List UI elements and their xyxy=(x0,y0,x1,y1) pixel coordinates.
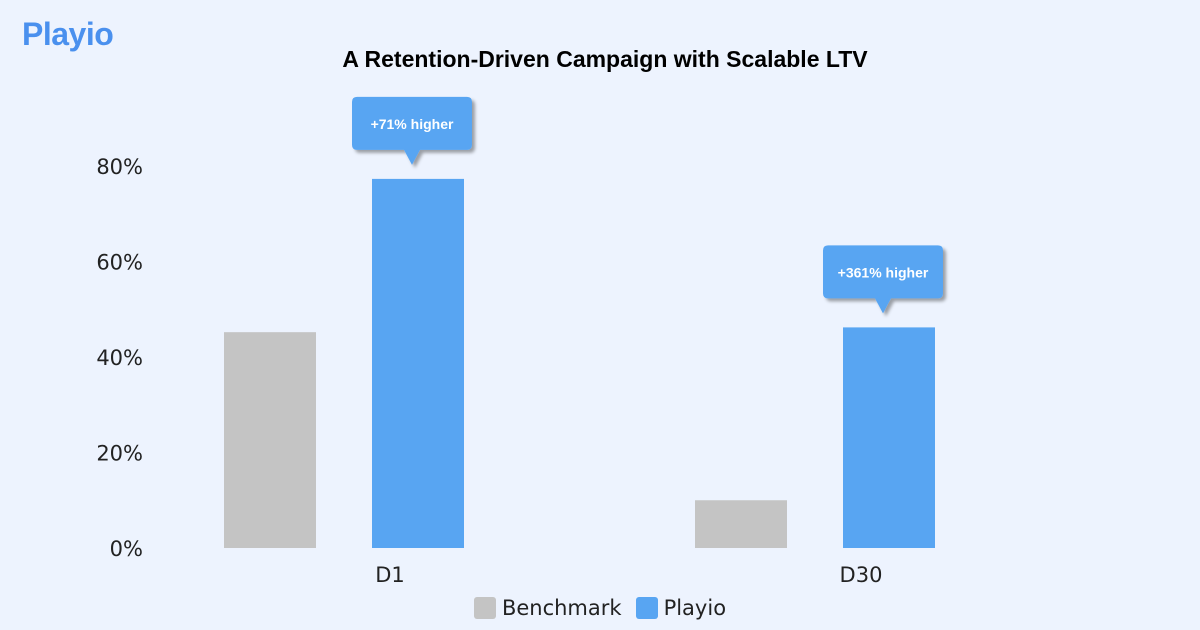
legend-item-benchmark[interactable]: Benchmark xyxy=(473,596,622,620)
legend-label: Benchmark xyxy=(501,596,622,620)
callout-text: +71% higher xyxy=(371,116,454,132)
y-tick-label: 60% xyxy=(96,251,143,275)
bar-benchmark-d1 xyxy=(224,332,316,548)
callout-text: +361% higher xyxy=(838,264,929,280)
y-tick-label: 40% xyxy=(96,346,143,370)
x-tick-label: D1 xyxy=(375,563,405,587)
chart-title: A Retention-Driven Campaign with Scalabl… xyxy=(342,46,868,72)
callout-bubble xyxy=(352,96,472,165)
bar-playio-d1 xyxy=(372,178,464,548)
legend-label: Playio xyxy=(663,596,727,620)
bar-benchmark-d30 xyxy=(695,500,787,548)
y-tick-label: 0% xyxy=(110,537,143,561)
legend: Benchmark Playio xyxy=(0,596,1200,620)
y-tick-label: 80% xyxy=(96,155,143,179)
bar-playio-d30 xyxy=(843,327,935,548)
x-tick-label: D30 xyxy=(840,563,883,587)
benchmark-swatch xyxy=(473,597,496,619)
y-tick-label: 20% xyxy=(96,442,143,466)
legend-item-playio[interactable]: Playio xyxy=(635,596,727,620)
playio-swatch xyxy=(635,597,658,619)
playio-logo: Playio xyxy=(22,16,114,52)
callout-bubble xyxy=(823,245,943,314)
